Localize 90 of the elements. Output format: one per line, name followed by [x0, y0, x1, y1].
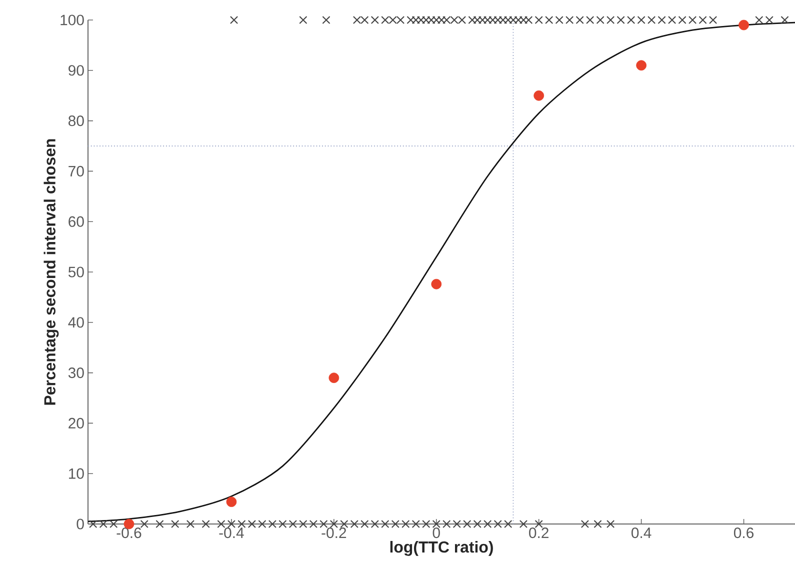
point [217, 520, 226, 528]
x-tick-label: 0.2 [529, 528, 548, 538]
point [89, 520, 98, 528]
point [738, 20, 749, 30]
point [432, 520, 440, 528]
point [288, 520, 297, 528]
point [647, 16, 656, 24]
point [171, 520, 180, 528]
point [140, 520, 148, 528]
point [299, 16, 308, 24]
point [391, 520, 400, 528]
point [258, 520, 266, 528]
point [473, 520, 482, 528]
point [606, 16, 615, 24]
point [442, 520, 451, 528]
point [596, 16, 604, 24]
point [328, 372, 340, 384]
point [688, 16, 697, 24]
point [519, 520, 528, 528]
point [360, 520, 369, 528]
x-tick-label: 0.4 [632, 528, 652, 538]
point [350, 520, 358, 528]
point [186, 520, 195, 528]
y-tick-label: 90 [68, 65, 84, 76]
point [202, 520, 210, 528]
y-tick-label: 100 [60, 14, 84, 26]
y-tick-label: 30 [68, 368, 84, 378]
point [238, 520, 246, 528]
y-tick-label: 20 [68, 418, 84, 428]
point [555, 16, 564, 24]
y-axis-title: Percentage second interval chosen [44, 139, 59, 405]
point [586, 16, 594, 24]
point [412, 520, 420, 528]
point [110, 520, 118, 528]
point [99, 520, 108, 528]
point [668, 16, 676, 24]
y-tick-label: 40 [68, 317, 84, 328]
point [156, 520, 164, 528]
point [534, 16, 543, 24]
point [765, 16, 774, 24]
point [494, 520, 502, 528]
point [566, 16, 574, 24]
point [580, 520, 590, 528]
point [755, 16, 764, 24]
point [268, 520, 277, 528]
point [504, 520, 512, 528]
point [309, 520, 318, 528]
point [452, 520, 461, 528]
point [626, 16, 636, 24]
point [422, 520, 430, 528]
x-tick-label: 0 [432, 528, 440, 538]
y-tick-label: 80 [68, 116, 84, 126]
point [637, 16, 646, 24]
y-tick-label: 60 [68, 216, 84, 227]
point [484, 520, 492, 528]
point [248, 520, 256, 528]
point [576, 16, 584, 24]
point [463, 520, 472, 528]
point [402, 520, 410, 528]
point [370, 16, 379, 24]
x-tick-label: -0.4 [219, 528, 244, 538]
point [678, 16, 686, 24]
point [340, 520, 348, 528]
point [299, 520, 308, 528]
point [780, 16, 789, 24]
y-tick-label: 50 [68, 266, 84, 278]
point [370, 520, 379, 528]
point [594, 520, 602, 528]
x-tick-label: -0.2 [322, 528, 346, 538]
point [320, 520, 328, 528]
x-tick-label: 0.6 [734, 528, 754, 538]
point [658, 16, 666, 24]
x-axis-title: log(TTC ratio) [390, 540, 493, 556]
point [636, 60, 646, 71]
point [616, 16, 625, 24]
point [278, 520, 287, 528]
point [545, 16, 554, 24]
point [606, 520, 615, 528]
x-tick-label: -0.6 [116, 528, 142, 538]
point [322, 16, 330, 24]
point [230, 16, 238, 24]
point [708, 16, 718, 24]
y-tick-label: 0 [76, 518, 84, 530]
y-tick-label: 10 [69, 468, 84, 479]
point [381, 520, 390, 528]
point [226, 496, 237, 508]
point [534, 90, 544, 101]
point [431, 278, 442, 290]
y-tick-label: 70 [68, 166, 84, 176]
point [698, 16, 707, 24]
